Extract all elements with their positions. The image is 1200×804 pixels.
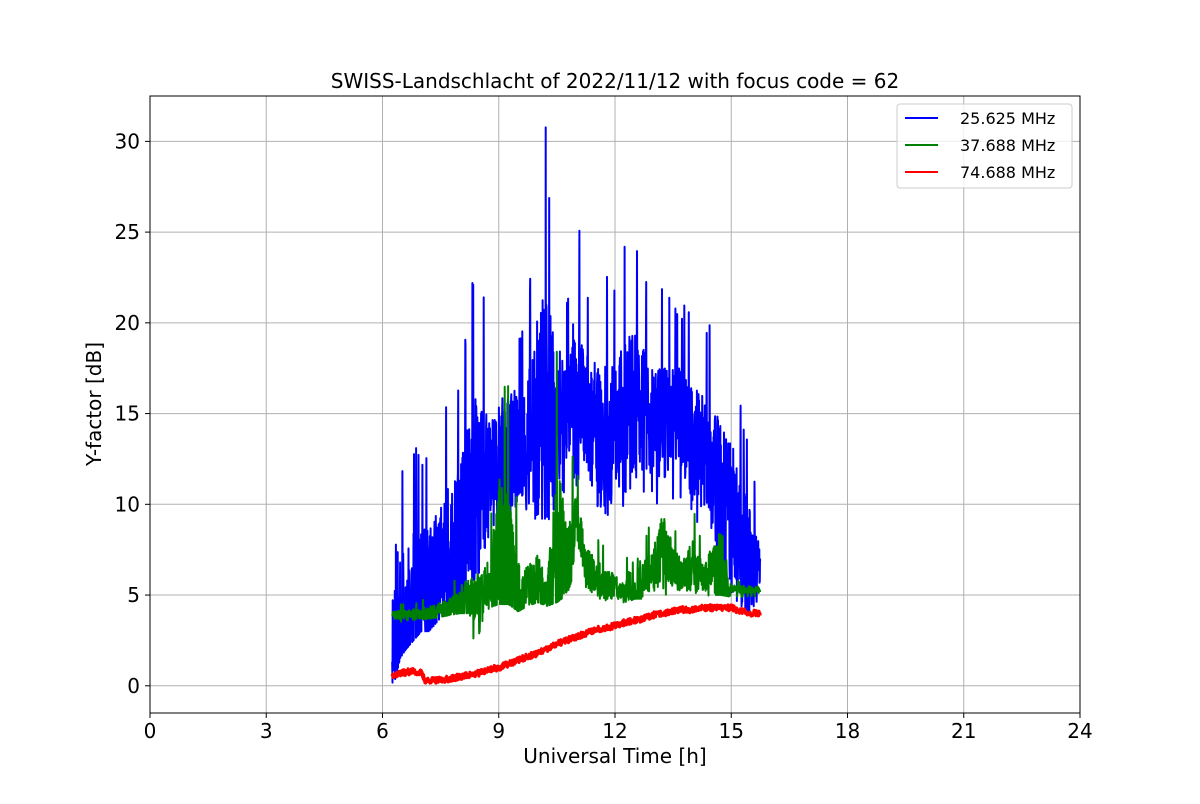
legend: 25.625 MHz 37.688 MHz 74.688 MHz xyxy=(896,103,1073,189)
x-tick-label: 12 xyxy=(602,719,627,743)
x-tick-label: 9 xyxy=(492,719,505,743)
y-axis-label: Y-factor [dB] xyxy=(82,342,106,467)
series-37-688-mhz xyxy=(391,350,762,640)
x-tick-label: 18 xyxy=(835,719,860,743)
series-37-688-mhz-line xyxy=(391,350,762,640)
series-layer xyxy=(390,126,762,685)
x-tick-label: 3 xyxy=(260,719,273,743)
series-74-688-mhz xyxy=(390,603,762,685)
series-74-688-mhz-line xyxy=(390,603,762,685)
chart-title: SWISS-Landschlacht of 2022/11/12 with fo… xyxy=(331,69,899,93)
x-tick-label: 0 xyxy=(144,719,157,743)
x-tick-label: 6 xyxy=(376,719,389,743)
y-tick-label: 10 xyxy=(115,492,140,516)
x-axis-label: Universal Time [h] xyxy=(523,744,706,768)
x-tick-label: 21 xyxy=(951,719,976,743)
legend-label-25mhz: 25.625 MHz xyxy=(960,109,1055,128)
axis-ticks: 0 3 6 9 12 15 18 21 24 0 5 10 15 20 25 30 xyxy=(115,129,1093,743)
x-tick-label: 24 xyxy=(1067,719,1092,743)
y-tick-label: 30 xyxy=(115,129,140,153)
y-tick-label: 20 xyxy=(115,311,140,335)
y-tick-label: 0 xyxy=(127,674,140,698)
legend-label-74mhz: 74.688 MHz xyxy=(960,163,1055,182)
x-tick-label: 15 xyxy=(719,719,744,743)
y-tick-label: 15 xyxy=(115,402,140,426)
y-tick-label: 5 xyxy=(127,583,140,607)
legend-label-37mhz: 37.688 MHz xyxy=(960,136,1055,155)
y-tick-label: 25 xyxy=(115,220,140,244)
legend-box xyxy=(896,103,1073,189)
